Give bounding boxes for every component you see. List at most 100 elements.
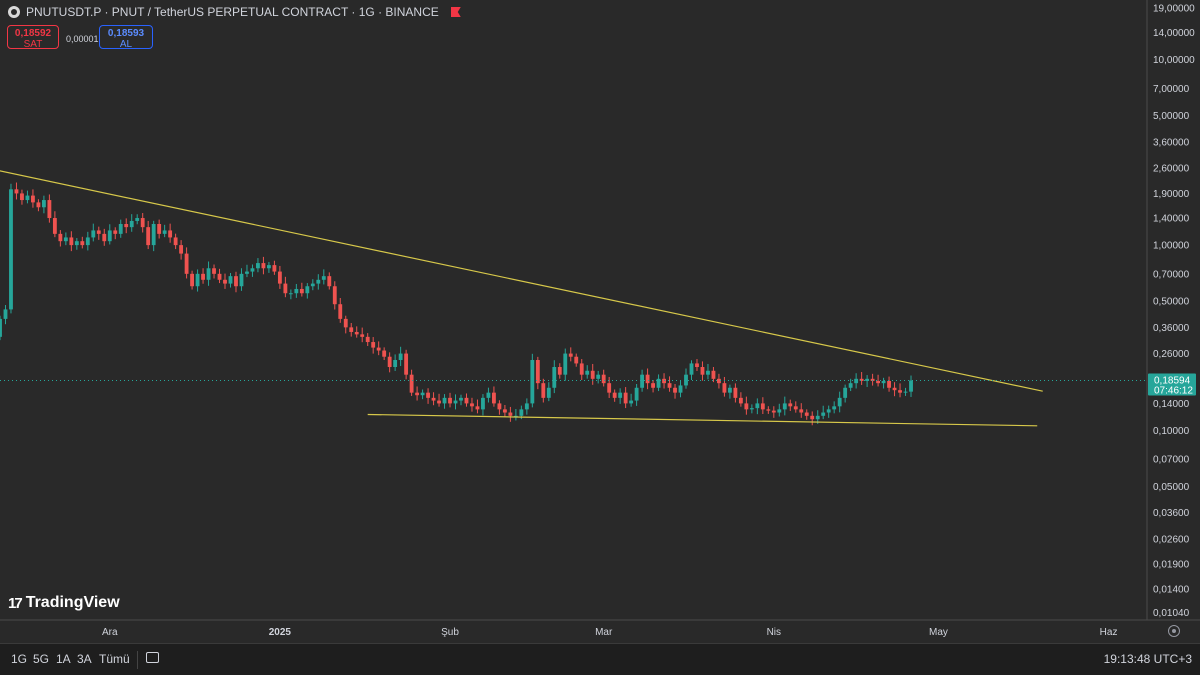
candle-body [782, 403, 787, 410]
price-tick-label: 1,40000 [1153, 214, 1190, 225]
candle-body [535, 360, 540, 384]
candle-body [212, 268, 216, 274]
candle-body [837, 397, 842, 407]
candle-body [184, 253, 189, 274]
candle-body [793, 406, 798, 410]
candle-body [607, 383, 612, 393]
tradingview-logo-text: TradingView [25, 594, 120, 611]
candle-body [706, 370, 710, 375]
candle-body [3, 309, 8, 319]
candle-body [245, 271, 249, 274]
timeframe-1a[interactable]: 1A [56, 652, 71, 666]
candle-body [234, 276, 238, 287]
price-tick-label: 7,00000 [1153, 84, 1190, 95]
candle-body [876, 380, 881, 384]
timeframe-5g[interactable]: 5G [33, 652, 50, 666]
candle-body [398, 353, 403, 361]
price-tick-label: 3,60000 [1153, 137, 1190, 148]
candle-body [530, 360, 535, 404]
candle-body [382, 350, 387, 357]
candle-body [404, 353, 409, 375]
current-price-badge [1148, 373, 1196, 396]
buy-label: AL [119, 39, 133, 50]
candle-body [815, 415, 820, 420]
sell-button[interactable]: 0,18592 SAT [7, 25, 59, 50]
price-tick-label: 1,00000 [1153, 241, 1190, 252]
price-tick-label: 0,03600 [1153, 508, 1190, 519]
candles-group [0, 182, 913, 426]
candle-body [299, 288, 304, 294]
sell-label: SAT [23, 39, 43, 50]
candle-body [810, 415, 815, 420]
time-tick-label: Nis [767, 627, 781, 638]
candle-body [228, 276, 233, 284]
symbol-title[interactable]: PNUTUSDT.P · PNUT / TetherUS PERPETUAL C… [26, 5, 439, 19]
support-trendline[interactable] [367, 413, 1038, 427]
resistance-trendline[interactable] [0, 162, 1043, 392]
candle-body [470, 403, 474, 407]
chart-header: PNUTUSDT.P · PNUT / TetherUS PERPETUAL C… [8, 5, 461, 19]
candle-body [343, 318, 348, 328]
price-tick-label: 0,01400 [1153, 584, 1190, 595]
gear-icon[interactable] [1168, 625, 1180, 637]
timeframe-3a[interactable]: 3A [77, 652, 92, 666]
countdown-label: 07:46:12 [1154, 386, 1193, 397]
candle-body [892, 387, 897, 391]
candle-body [634, 387, 639, 401]
flag-icon[interactable] [450, 7, 461, 17]
candle-body [843, 387, 848, 398]
candle-body [31, 195, 35, 203]
candle-body [261, 263, 266, 269]
candle-body [711, 370, 716, 379]
candle-body [464, 397, 469, 404]
candle-body [415, 392, 420, 396]
timeframe-all[interactable]: Tümü [99, 652, 130, 666]
candle-body [118, 223, 123, 234]
candle-body [898, 390, 902, 393]
candle-body [102, 233, 107, 242]
tradingview-logo[interactable]: 17 TradingView [8, 594, 120, 612]
candle-body [85, 237, 90, 246]
candle-body [266, 265, 271, 269]
candle-body [508, 412, 513, 416]
candle-body [409, 374, 414, 393]
price-tick-label: 10,00000 [1153, 55, 1195, 66]
candle-body [777, 409, 782, 413]
timeframe-1g[interactable]: 1G [11, 652, 28, 666]
candle-body [760, 403, 765, 410]
candle-body [717, 378, 721, 384]
candle-body [431, 397, 436, 401]
candle-body [755, 403, 760, 409]
candle-body [250, 268, 255, 272]
time-axis[interactable]: Ara 2025 Şub Mar Nis May Haz [102, 627, 1118, 638]
candle-body [552, 367, 557, 388]
price-axis[interactable]: 19,00000 14,00000 10,00000 7,00000 5,00000 3,… [1153, 4, 1195, 620]
candle-body [502, 409, 507, 413]
candle-body [52, 218, 57, 234]
clock[interactable]: 19:13:48 UTC+3 [1103, 652, 1192, 666]
candle-body [129, 220, 134, 228]
candle-body [870, 378, 875, 381]
candle-body [695, 363, 699, 368]
candle-body [601, 374, 606, 384]
candle-body [771, 410, 776, 413]
price-tick-label: 0,36000 [1153, 323, 1190, 334]
candle-body [887, 380, 891, 388]
candle-body [700, 367, 705, 375]
candle-body [393, 360, 398, 368]
candle-body [217, 273, 222, 280]
calendar-icon[interactable] [146, 652, 159, 663]
candle-body [327, 276, 332, 287]
candle-body [865, 378, 870, 381]
candle-body [733, 387, 738, 398]
candle-body [168, 230, 173, 238]
candle-body [113, 230, 118, 234]
candle-body [135, 218, 140, 221]
price-tick-label: 0,10000 [1153, 426, 1190, 437]
buy-button[interactable]: 0,18593 AL [99, 25, 153, 50]
candle-body [0, 318, 2, 337]
spread-value: 0,00001 [66, 34, 99, 44]
candle-body [420, 392, 425, 396]
